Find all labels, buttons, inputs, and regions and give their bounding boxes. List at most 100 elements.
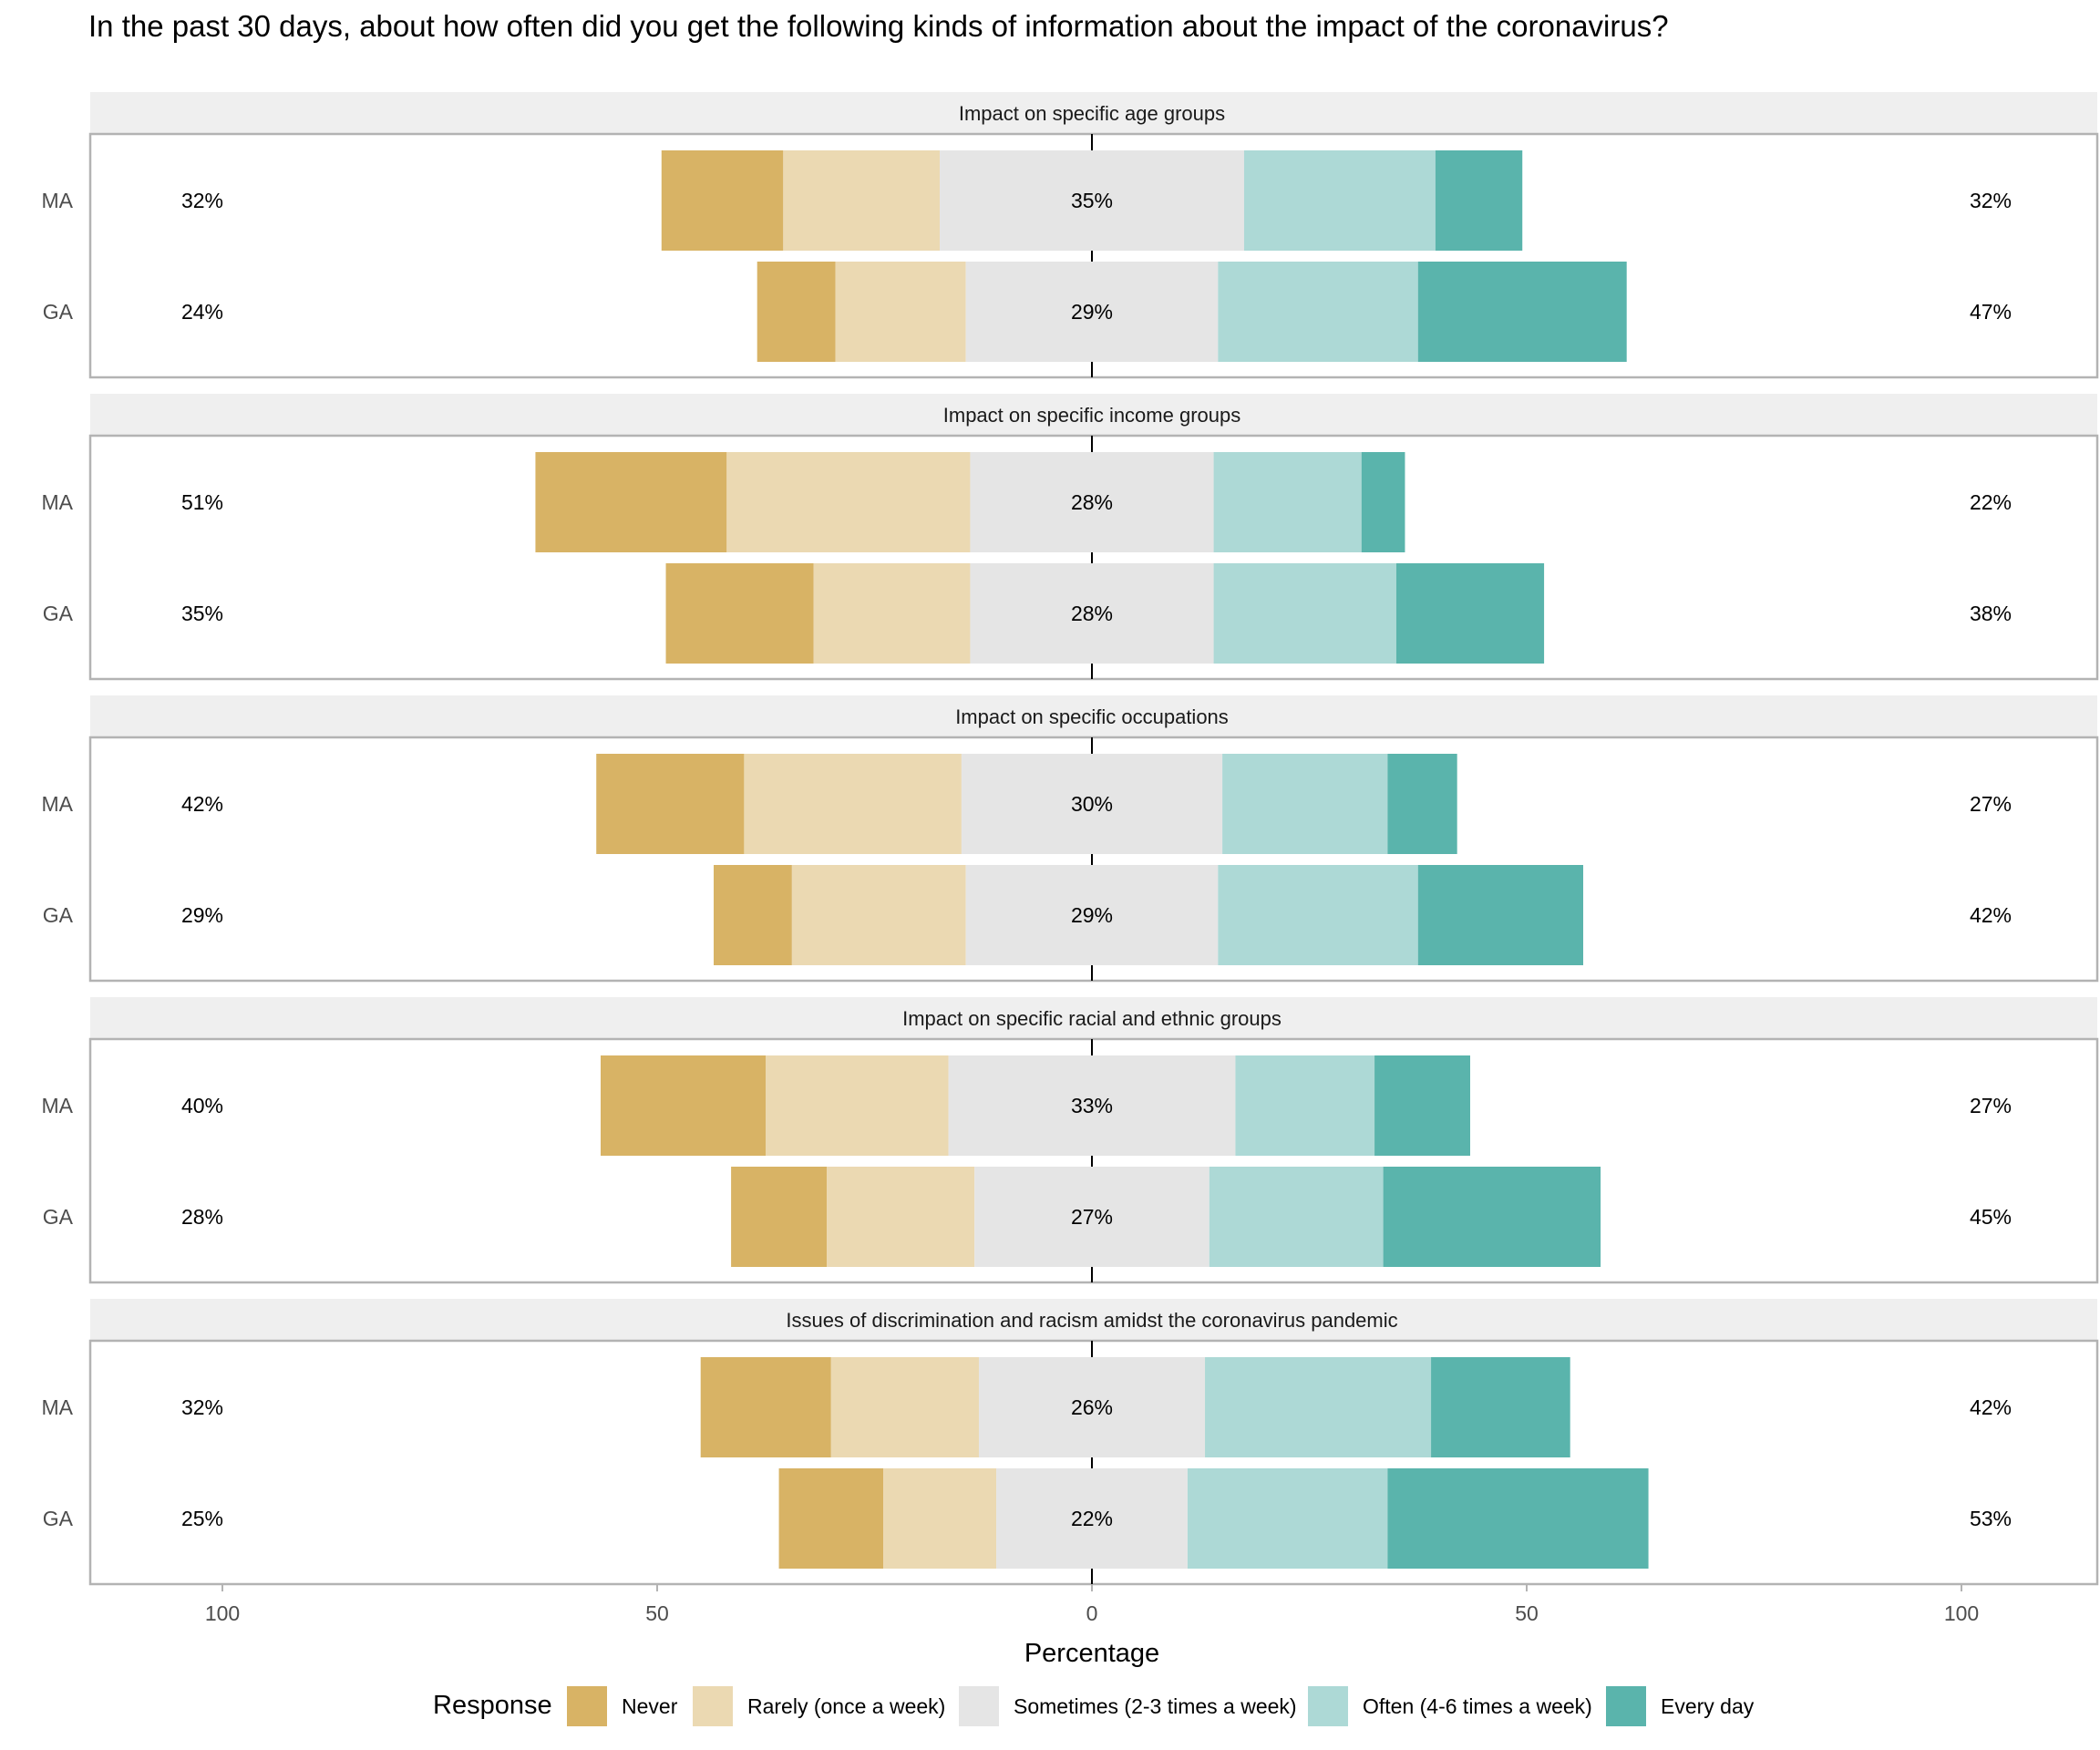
legend-swatch xyxy=(959,1686,999,1726)
bar-segment-never xyxy=(757,262,836,362)
bar-segment-never xyxy=(600,1055,767,1156)
row-label: GA xyxy=(43,602,74,625)
bar-segment-rarely xyxy=(726,452,971,552)
bar-segment-often xyxy=(1218,262,1418,362)
facet-title: Impact on specific racial and ethnic gro… xyxy=(902,1007,1282,1030)
x-tick-label: 50 xyxy=(1515,1601,1539,1625)
facet-strip xyxy=(90,1299,2097,1341)
facet-strip xyxy=(90,997,2097,1039)
bar-segment-often xyxy=(1243,150,1436,251)
panel-border xyxy=(88,132,2099,379)
facet-strip xyxy=(90,695,2097,737)
right-percent-label: 38% xyxy=(1970,602,2012,625)
row-label: GA xyxy=(43,300,74,324)
left-percent-label: 40% xyxy=(181,1094,223,1117)
bar-segment-every xyxy=(1395,563,1545,664)
legend-label: Every day xyxy=(1661,1694,1755,1718)
bar-segment-often xyxy=(1222,754,1388,854)
row-label: MA xyxy=(42,189,74,212)
bar-segment-rarely xyxy=(835,262,966,362)
center-percent-label: 27% xyxy=(1071,1205,1113,1229)
bar-segment-every xyxy=(1417,865,1584,965)
bar-segment-often xyxy=(1205,1357,1432,1457)
bar-segment-every xyxy=(1374,1055,1470,1156)
bar-segment-sometimes xyxy=(974,1167,1210,1267)
x-tick-label: 100 xyxy=(205,1601,240,1625)
bar-segment-rarely xyxy=(766,1055,949,1156)
left-percent-label: 24% xyxy=(181,300,223,324)
row-label: GA xyxy=(43,1507,74,1530)
bar-segment-sometimes xyxy=(948,1055,1236,1156)
center-percent-label: 28% xyxy=(1071,602,1113,625)
bar-segment-every xyxy=(1431,1357,1570,1457)
facet-title: Issues of discrimination and racism amid… xyxy=(786,1309,1397,1332)
left-percent-label: 32% xyxy=(181,1395,223,1419)
left-percent-label: 32% xyxy=(181,189,223,212)
bar-segment-sometimes xyxy=(965,262,1219,362)
legend-label: Often (4-6 times a week) xyxy=(1363,1694,1592,1718)
right-percent-label: 32% xyxy=(1970,189,2012,212)
bar-segment-often xyxy=(1213,563,1396,664)
legend-label: Rarely (once a week) xyxy=(747,1694,945,1718)
bar-segment-every xyxy=(1361,452,1405,552)
left-percent-label: 35% xyxy=(181,602,223,625)
bar-segment-never xyxy=(731,1167,828,1267)
bar-segment-never xyxy=(596,754,745,854)
x-axis-title: Percentage xyxy=(1024,1639,1159,1668)
left-percent-label: 29% xyxy=(181,903,223,927)
bar-segment-never xyxy=(778,1468,884,1569)
bar-segment-sometimes xyxy=(970,563,1214,664)
bar-segment-every xyxy=(1387,1468,1649,1569)
bar-segment-sometimes xyxy=(940,150,1244,251)
right-percent-label: 27% xyxy=(1970,792,2012,816)
row-label: MA xyxy=(42,792,74,816)
left-percent-label: 42% xyxy=(181,792,223,816)
right-percent-label: 22% xyxy=(1970,490,2012,514)
bar-segment-never xyxy=(714,865,792,965)
legend-swatch xyxy=(693,1686,733,1726)
row-label: MA xyxy=(42,1395,74,1419)
center-percent-label: 29% xyxy=(1071,300,1113,324)
left-percent-label: 51% xyxy=(181,490,223,514)
panel-border xyxy=(88,434,2099,681)
bar-segment-every xyxy=(1383,1167,1601,1267)
bar-segment-never xyxy=(535,452,727,552)
bar-segment-never xyxy=(700,1357,831,1457)
center-percent-label: 35% xyxy=(1071,189,1113,212)
legend-swatch xyxy=(1606,1686,1646,1726)
bar-segment-sometimes xyxy=(970,452,1214,552)
bar-segment-rarely xyxy=(827,1167,975,1267)
legend-swatch xyxy=(1308,1686,1348,1726)
legend-swatch xyxy=(567,1686,607,1726)
legend-label: Sometimes (2-3 times a week) xyxy=(1014,1694,1297,1718)
legend-label: Never xyxy=(622,1694,678,1718)
row-label: GA xyxy=(43,903,74,927)
panel-border xyxy=(88,1339,2099,1586)
panel-border xyxy=(88,736,2099,983)
bar-segment-often xyxy=(1235,1055,1375,1156)
row-label: MA xyxy=(42,1094,74,1117)
bar-segment-rarely xyxy=(883,1468,997,1569)
x-tick-label: 100 xyxy=(1944,1601,1979,1625)
center-percent-label: 26% xyxy=(1071,1395,1113,1419)
legend-title: Response xyxy=(433,1691,552,1720)
bar-segment-rarely xyxy=(783,150,941,251)
right-percent-label: 42% xyxy=(1970,903,2012,927)
panel-border xyxy=(88,1037,2099,1284)
center-percent-label: 22% xyxy=(1071,1507,1113,1530)
bar-segment-sometimes xyxy=(978,1357,1206,1457)
bar-segment-rarely xyxy=(813,563,971,664)
left-percent-label: 28% xyxy=(181,1205,223,1229)
bar-segment-every xyxy=(1387,754,1457,854)
center-percent-label: 29% xyxy=(1071,903,1113,927)
bar-segment-often xyxy=(1218,865,1418,965)
left-percent-label: 25% xyxy=(181,1507,223,1530)
chart-title: In the past 30 days, about how often did… xyxy=(88,9,1669,43)
row-label: MA xyxy=(42,490,74,514)
bar-segment-every xyxy=(1435,150,1523,251)
facet-title: Impact on specific occupations xyxy=(955,705,1229,728)
center-percent-label: 28% xyxy=(1071,490,1113,514)
center-percent-label: 33% xyxy=(1071,1094,1113,1117)
bar-segment-never xyxy=(665,563,814,664)
